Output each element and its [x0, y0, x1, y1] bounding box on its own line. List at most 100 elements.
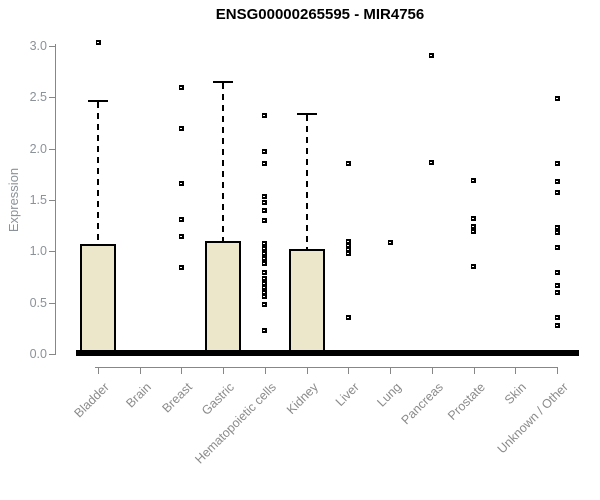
x-axis-tick: [223, 367, 225, 374]
y-axis-tick: [49, 97, 56, 99]
outlier-point: [429, 53, 434, 58]
y-axis-tick: [49, 354, 56, 355]
outlier-point: [346, 243, 351, 248]
x-axis-tick: [515, 367, 517, 374]
outlier-point: [179, 181, 184, 186]
outlier-point: [262, 200, 267, 205]
outlier-point: [262, 261, 267, 266]
y-tick-label: 0.0: [29, 347, 47, 361]
y-axis-tick: [49, 302, 56, 304]
outlier-point: [346, 315, 351, 320]
outlier-point: [179, 217, 184, 222]
outlier-point: [346, 247, 351, 252]
outlier-point: [262, 246, 267, 251]
x-axis-line: [95, 367, 557, 368]
outlier-point: [262, 218, 267, 223]
x-axis-tick: [390, 367, 392, 374]
outlier-point: [262, 251, 267, 256]
y-tick-label: 0.5: [29, 295, 47, 310]
outlier-point: [262, 281, 267, 286]
outlier-point: [262, 276, 267, 281]
outlier-point: [262, 270, 267, 275]
outlier-point: [471, 229, 476, 234]
median-bar: [409, 349, 454, 356]
outlier-point: [555, 225, 560, 230]
outlier-point: [262, 149, 267, 154]
outlier-point: [555, 290, 560, 295]
box: [80, 244, 116, 352]
x-axis-tick: [98, 367, 99, 374]
outlier-point: [262, 302, 267, 307]
outlier-point: [346, 251, 351, 256]
y-tick-label: 1.0: [29, 244, 47, 259]
y-axis-tick: [49, 199, 56, 201]
outlier-point: [471, 264, 476, 269]
x-axis-tick: [431, 367, 433, 374]
chart-title: ENSG00000265595 - MIR4756: [215, 6, 425, 23]
whisker-line: [222, 82, 225, 242]
outlier-point: [179, 85, 184, 90]
outlier-point: [262, 241, 267, 246]
median-bar: [326, 349, 371, 356]
whisker-cap: [296, 112, 317, 115]
outlier-point: [555, 315, 560, 320]
outlier-point: [262, 113, 267, 118]
whisker-cap: [213, 80, 234, 83]
median-bar: [368, 349, 413, 356]
x-axis-tick: [181, 367, 183, 374]
outlier-point: [96, 40, 101, 45]
x-axis-tick: [348, 367, 350, 374]
outlier-point: [262, 256, 267, 261]
box: [288, 249, 325, 352]
y-tick-label: 3.0: [29, 38, 47, 53]
outlier-point: [555, 190, 560, 195]
outlier-point: [262, 294, 267, 299]
outlier-point: [555, 96, 560, 101]
outlier-point: [346, 239, 351, 244]
outlier-point: [179, 234, 184, 239]
median-bar: [242, 349, 287, 356]
x-axis-tick: [473, 367, 475, 374]
outlier-point: [262, 161, 267, 166]
outlier-point: [555, 323, 560, 328]
median-bar: [451, 349, 496, 356]
median-bar: [117, 349, 162, 356]
outlier-point: [262, 285, 267, 290]
outlier-point: [555, 230, 560, 235]
outlier-point: [262, 328, 267, 333]
x-axis-tick: [264, 367, 266, 374]
outlier-point: [388, 240, 393, 245]
outlier-point: [262, 208, 267, 213]
outlier-point: [262, 194, 267, 199]
x-axis-tick: [139, 367, 141, 374]
x-axis-tick: [557, 367, 559, 374]
median-bar: [159, 349, 204, 356]
y-tick-label: 2.5: [29, 90, 47, 105]
outlier-point: [555, 245, 560, 250]
outlier-point: [471, 216, 476, 221]
median-bar: [535, 349, 580, 356]
outlier-point: [179, 265, 184, 270]
outlier-point: [471, 224, 476, 229]
outlier-point: [555, 179, 560, 184]
outlier-point: [555, 283, 560, 288]
y-axis-tick: [49, 45, 56, 47]
y-tick-label: 1.5: [29, 192, 47, 207]
outlier-point: [429, 160, 434, 165]
whisker-line: [97, 102, 99, 245]
outlier-point: [179, 126, 184, 131]
outlier-point: [555, 161, 560, 166]
y-axis-line: [55, 44, 56, 354]
median-bar: [284, 349, 329, 356]
y-axis-tick: [49, 148, 56, 150]
whisker-line: [305, 114, 308, 250]
median-bar: [493, 349, 538, 356]
outlier-point: [346, 161, 351, 166]
median-bar: [76, 349, 120, 356]
y-tick-label: 2.0: [29, 141, 47, 156]
box: [205, 241, 242, 352]
outlier-point: [262, 290, 267, 295]
x-axis-tick: [306, 367, 308, 374]
